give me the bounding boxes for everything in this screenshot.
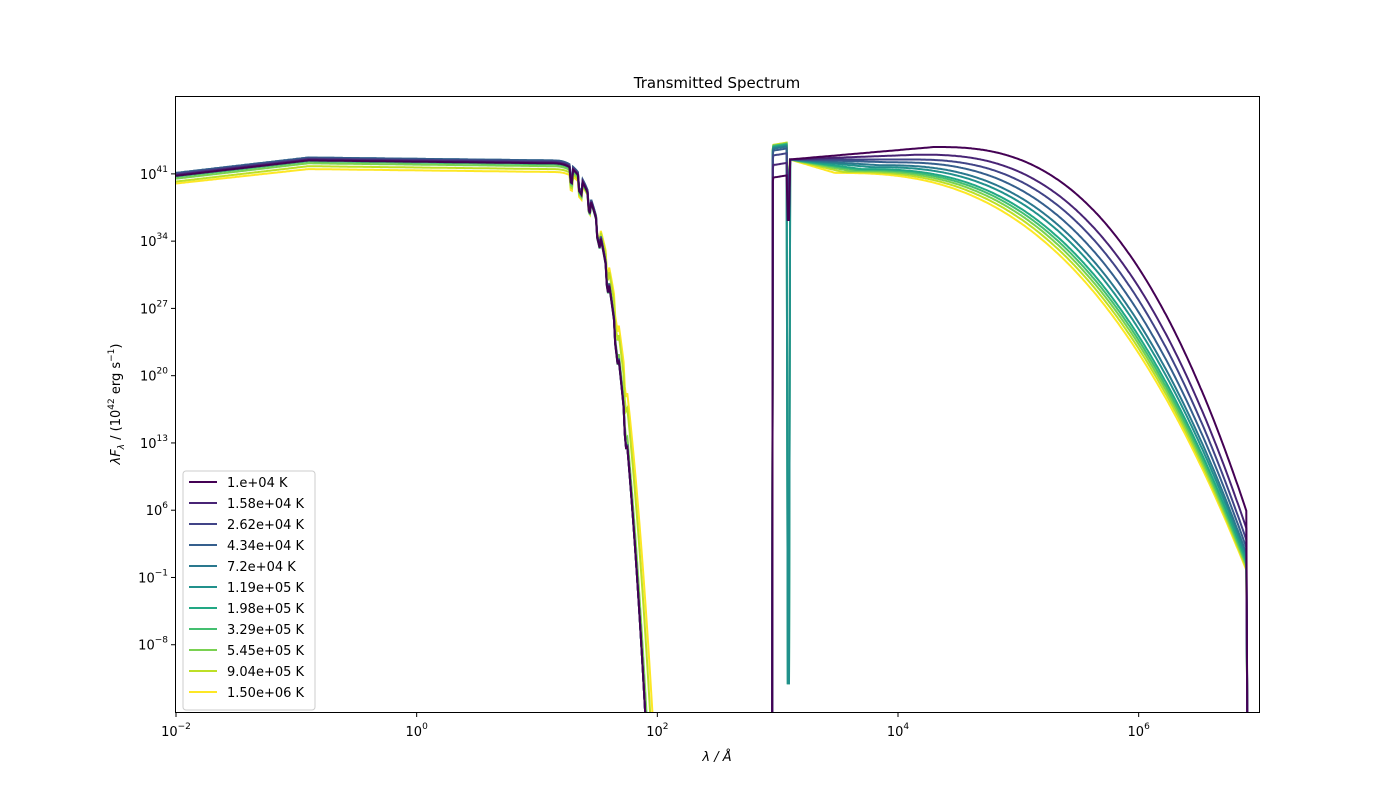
series-line xyxy=(771,142,1249,712)
series-line xyxy=(771,153,1249,712)
x-axis: 10−2 100 102 104 106 xyxy=(161,712,1150,740)
legend-label: 4.34e+04 K xyxy=(227,539,305,554)
y-tick-label: 10−1 xyxy=(138,568,168,586)
legend: 1.e+04 K 1.58e+04 K 2.62e+04 K 4.34e+04 K 7.… xyxy=(182,470,316,711)
series-line xyxy=(771,147,1249,712)
x-tick-label: 100 xyxy=(406,722,429,740)
series-line xyxy=(771,146,1249,712)
y-tick-label: 1020 xyxy=(140,367,168,385)
series-line xyxy=(771,144,1249,712)
y-tick-label: 10−8 xyxy=(138,636,168,654)
series-line xyxy=(771,145,1249,712)
series-line xyxy=(176,168,654,712)
legend-label: 7.2e+04 K xyxy=(227,560,296,575)
x-tick-label: 106 xyxy=(1128,722,1151,740)
y-tick-label: 106 xyxy=(146,501,169,519)
y-tick-label: 1034 xyxy=(140,232,168,250)
legend-label: 1.98e+05 K xyxy=(227,602,305,617)
legend-label: 9.04e+05 K xyxy=(227,665,305,680)
legend-label: 5.45e+05 K xyxy=(227,644,305,659)
legend-label: 1.19e+05 K xyxy=(227,581,305,596)
plot-lines xyxy=(176,141,1249,712)
y-axis-label: λFλ / (1042 erg s−1) xyxy=(107,344,127,466)
x-tick-label: 102 xyxy=(646,722,668,740)
legend-label: 2.62e+04 K xyxy=(227,518,305,533)
legend-label: 1.50e+06 K xyxy=(227,686,305,701)
x-axis-label: λ / Å xyxy=(701,749,731,765)
y-axis-label-text: λFλ / (1042 erg s−1) xyxy=(107,344,127,466)
series-line xyxy=(771,142,1249,712)
plot-frame xyxy=(175,96,1260,713)
series-line xyxy=(771,152,1249,712)
series-line xyxy=(176,159,647,712)
y-tick-label: 1027 xyxy=(140,299,168,317)
x-tick-label: 10−2 xyxy=(161,722,191,740)
series-line xyxy=(771,143,1249,712)
x-tick-label: 104 xyxy=(887,722,910,740)
legend-label: 1.e+04 K xyxy=(227,476,288,491)
legend-label: 3.29e+05 K xyxy=(227,623,305,638)
chart-title: Transmitted Spectrum xyxy=(633,74,800,92)
legend-label: 1.58e+04 K xyxy=(227,497,305,512)
y-tick-label: 1041 xyxy=(140,165,168,183)
y-tick-label: 1013 xyxy=(140,434,168,452)
y-axis: 10−8 10−1 106 1013 1020 1027 1034 1041 xyxy=(138,165,176,654)
